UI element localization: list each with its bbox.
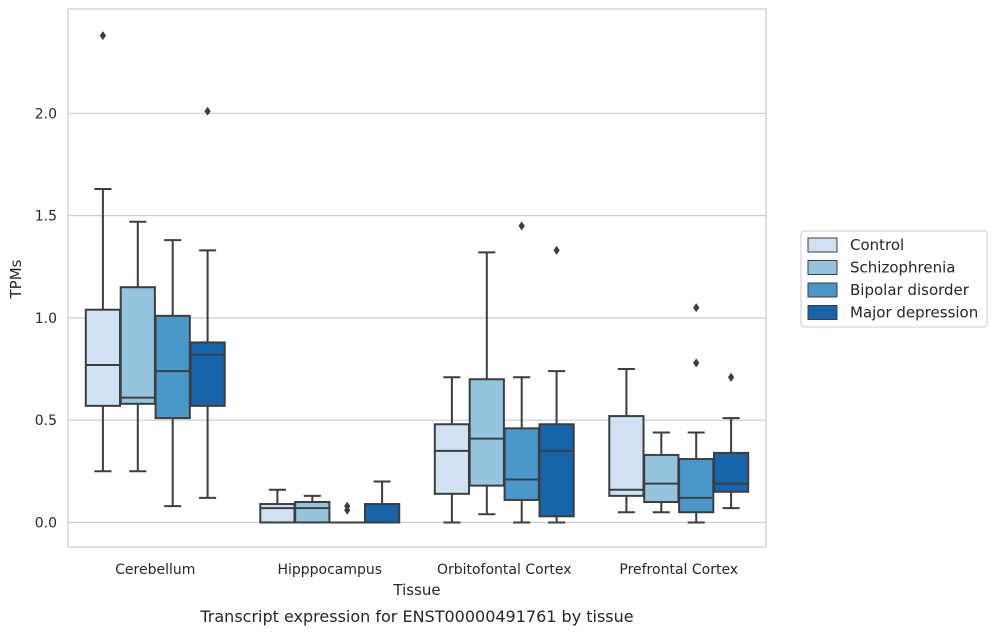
y-tick-labels: 0.0 0.5 1.0 1.5 2.0: [35, 106, 57, 531]
box-iqr: [678, 458, 715, 514]
legend-swatch: [807, 305, 838, 320]
box-iqr: [643, 453, 680, 503]
box-iqr: [119, 286, 156, 405]
box-group: [84, 31, 122, 473]
outlier-point: [693, 303, 700, 313]
box-iqr: [608, 415, 645, 497]
box-iqr: [468, 378, 505, 487]
legend-label: Control: [850, 236, 904, 254]
x-tick-label: Orbitofontal Cortex: [437, 562, 572, 578]
outlier-point: [727, 372, 735, 382]
legend-label: Bipolar disorder: [850, 281, 970, 299]
box-iqr: [154, 314, 191, 420]
outlier-point: [553, 245, 560, 255]
chart-caption: Transcript expression for ENST0000049176…: [199, 607, 633, 626]
outlier-point: [693, 358, 700, 368]
legend-swatch: [807, 237, 838, 253]
legend-label: Major depression: [850, 304, 978, 322]
box-iqr: [538, 423, 575, 518]
box-iqr: [712, 451, 750, 493]
box-group: [468, 251, 505, 516]
x-tick-labels: Cerebellum Hipppocampus Orbitofontal Corte…: [115, 562, 738, 578]
box-groups: [84, 31, 750, 524]
legend-items: Control Schizophrenia Bipolar disorder Majo…: [807, 236, 978, 322]
y-tick-label: 0.5: [35, 413, 57, 429]
box-group: [154, 239, 191, 508]
x-tick-label: Prefrontal Cortex: [619, 562, 738, 578]
box-iqr: [259, 503, 296, 524]
box-iqr: [294, 500, 331, 524]
x-tick-label: Hipppocampus: [277, 562, 382, 578]
y-tick-label: 2.0: [35, 106, 57, 122]
legend: Control Schizophrenia Bipolar disorder Majo…: [800, 230, 988, 328]
y-tick-label: 1.5: [35, 209, 57, 225]
x-axis-label: Tissue: [392, 581, 440, 599]
box-iqr: [503, 427, 540, 501]
y-axis-label: TPMs: [7, 259, 25, 299]
box-group: [538, 245, 575, 524]
legend-frame: [800, 230, 988, 328]
y-tick-label: 0.0: [35, 515, 57, 531]
box-iqr: [189, 341, 226, 407]
box-group: [712, 372, 750, 510]
box-group: [189, 106, 226, 499]
y-tick-label: 1.0: [35, 311, 57, 327]
box-group: [678, 303, 715, 524]
box-group: [608, 368, 645, 514]
box-iqr: [433, 423, 471, 495]
legend-swatch: [807, 260, 838, 275]
outlier-point: [99, 31, 107, 41]
box-iqr: [84, 308, 122, 407]
legend-swatch: [807, 282, 838, 298]
outlier-point: [518, 221, 525, 231]
outlier-point: [344, 501, 351, 511]
box-group: [330, 501, 365, 524]
x-tick-label: Cerebellum: [115, 562, 195, 578]
box-iqr: [363, 503, 401, 524]
legend-label: Schizophrenia: [850, 259, 955, 277]
outlier-point: [204, 106, 211, 116]
box-group: [363, 480, 401, 524]
box-group: [294, 494, 331, 524]
